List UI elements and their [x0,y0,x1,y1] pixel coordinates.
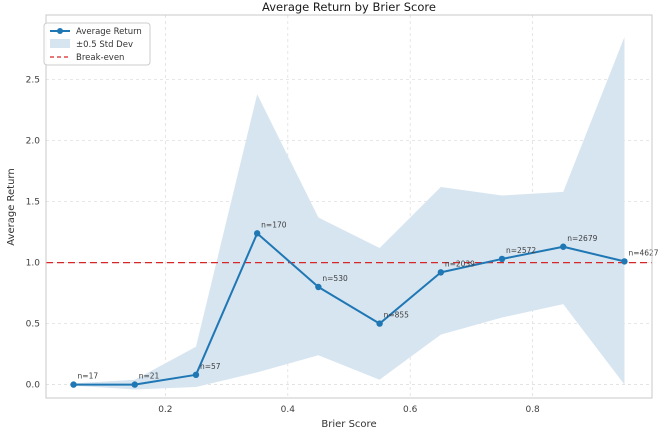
x-tick-label: 0.4 [281,405,296,415]
x-tick-label: 0.8 [525,405,540,415]
std-dev-band [73,36,625,390]
y-tick-label: 1.5 [26,198,40,208]
x-tick-label: 0.2 [158,405,172,415]
data-point-marker [131,381,138,388]
data-point-marker [192,371,200,379]
data-point-marker [376,320,383,327]
y-tick-label: 1.0 [26,259,41,269]
y-axis-label: Average Return [6,168,17,245]
x-axis-label: Brier Score [321,419,376,430]
y-tick-label: 0.0 [26,381,41,391]
y-tick-label: 0.5 [26,320,40,330]
plot-area: 0.2 0.4 0.6 0.8 0.0 0.5 1.0 1.5 2.0 2.5 n=17 n=21 n=… [26,14,659,415]
legend-frame [43,22,151,66]
sample-count-annotation: n=21 [139,372,160,381]
data-point-marker [253,230,261,237]
data-point-marker [498,255,506,263]
average-return-line [72,232,626,386]
legend-label-break-even: Break-even [76,53,124,63]
chart-title: Average Return by Brier Score [262,0,436,14]
sample-count-annotation: n=2679 [567,234,597,243]
data-point-marker [621,258,628,265]
data-point-marker [315,283,322,291]
sample-count-annotation: n=855 [384,311,410,320]
sample-count-annotation: n=530 [322,274,348,283]
sample-count-annotation: n=2039 [445,259,475,268]
sample-count-annotation: n=2572 [506,246,536,255]
data-point-marker [70,381,77,388]
plot-border [45,14,653,399]
y-tick-label: 2.0 [26,137,41,147]
sample-count-annotation: n=170 [261,220,287,229]
y-tick-label: 2.5 [26,76,40,86]
legend: Average Return ±0.5 Std Dev Break-even [43,22,151,66]
legend-label-std-dev: ±0.5 Std Dev [76,40,133,50]
legend-marker-sample-icon [57,28,63,34]
x-tick-label: 0.6 [403,405,418,415]
sample-count-annotation: n=4627 [628,248,658,257]
legend-band-sample-icon [50,39,70,48]
legend-label-average-return: Average Return [76,27,142,37]
data-point-marker [560,243,567,250]
sample-count-annotation: n=17 [78,372,99,381]
sample-count-annotation: n=57 [200,362,221,371]
data-point-marker [437,269,445,276]
